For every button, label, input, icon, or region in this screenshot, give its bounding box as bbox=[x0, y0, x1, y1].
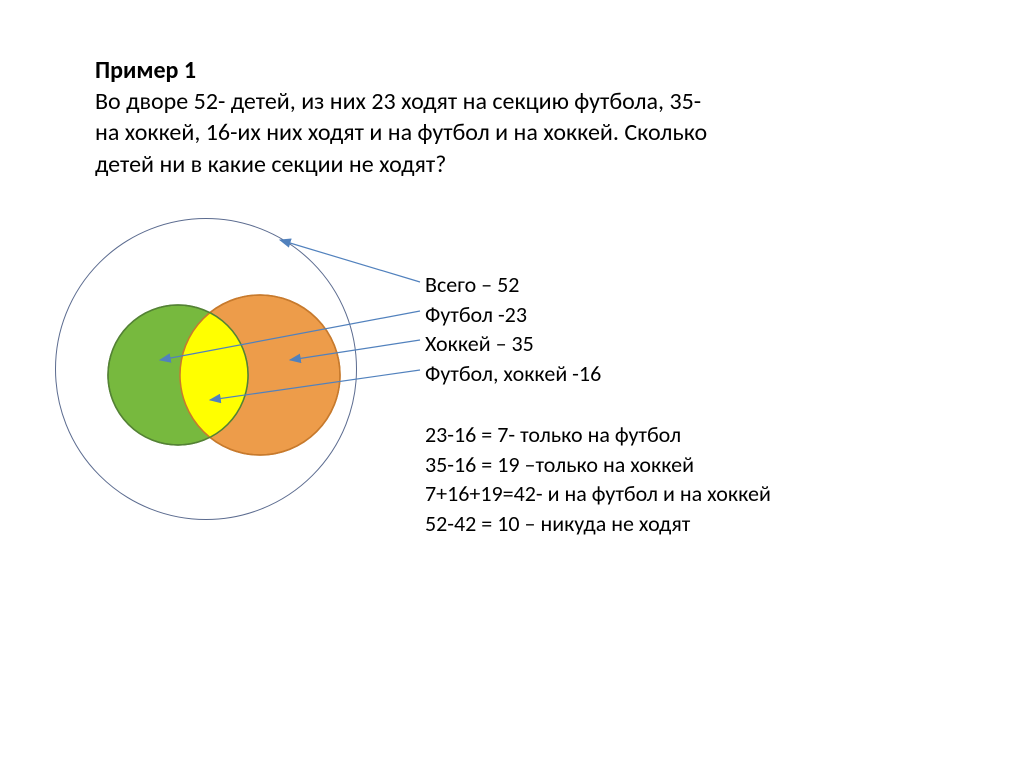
problem-line-1: Во дворе 52- детей, из них 23 ходят на с… bbox=[95, 87, 701, 116]
venn-diagram bbox=[90, 280, 350, 470]
slide: Пример 1 Во дворе 52- детей, из них 23 х… bbox=[0, 0, 1024, 767]
calc-line-2: 35-16 = 19 –только на хоккей bbox=[425, 450, 771, 480]
calc-line-3: 7+16+19=42- и на футбол и на хоккей bbox=[425, 479, 771, 509]
problem-text: Пример 1 Во дворе 52- детей, из них 23 х… bbox=[95, 55, 925, 180]
given-data-list: Всего – 52 Футбол -23 Хоккей – 35 Футбол… bbox=[425, 270, 601, 389]
problem-line-3: детей ни в какие секции не ходят? bbox=[95, 150, 446, 179]
hockey-line: Хоккей – 35 bbox=[425, 329, 601, 359]
calc-line-1: 23-16 = 7- только на футбол bbox=[425, 420, 771, 450]
calculation-list: 23-16 = 7- только на футбол 35-16 = 19 –… bbox=[425, 420, 771, 539]
example-heading: Пример 1 bbox=[95, 56, 196, 85]
problem-line-2: на хоккей, 16-их них ходят и на футбол и… bbox=[95, 118, 707, 147]
football-line: Футбол -23 bbox=[425, 300, 601, 330]
calc-line-4: 52-42 = 10 – никуда не ходят bbox=[425, 509, 771, 539]
total-line: Всего – 52 bbox=[425, 270, 601, 300]
both-line: Футбол, хоккей -16 bbox=[425, 359, 601, 389]
